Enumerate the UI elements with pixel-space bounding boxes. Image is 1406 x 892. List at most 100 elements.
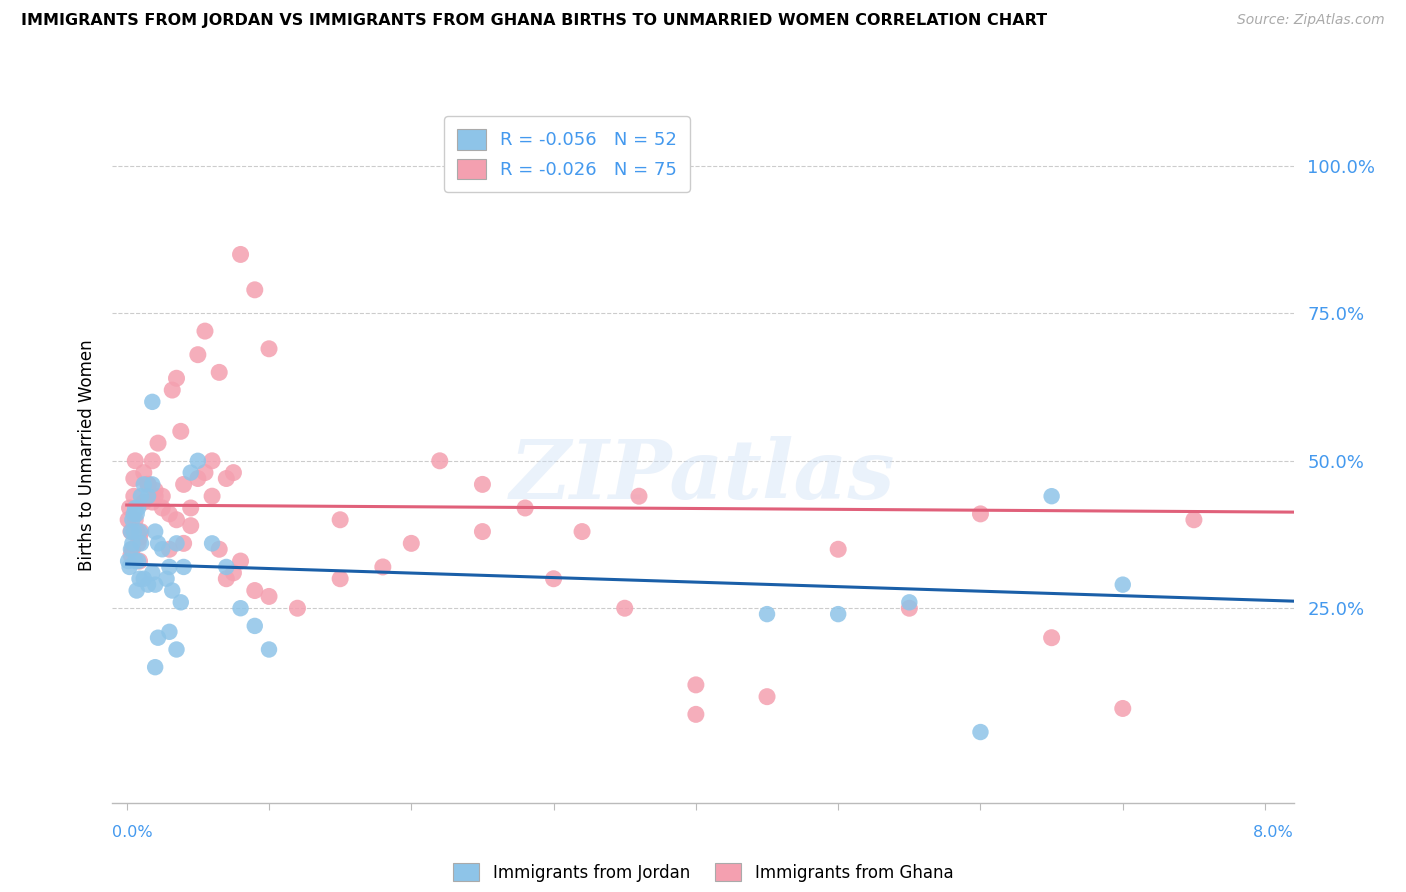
Point <box>136 577 159 591</box>
Point <box>136 477 159 491</box>
Point <box>120 548 142 562</box>
Point <box>141 395 163 409</box>
Point <box>756 607 779 621</box>
Point <box>1112 577 1135 591</box>
Point <box>150 489 173 503</box>
Point <box>243 283 266 297</box>
Point <box>166 371 188 385</box>
Point <box>132 495 155 509</box>
Text: Source: ZipAtlas.com: Source: ZipAtlas.com <box>1237 13 1385 28</box>
Point <box>627 489 650 503</box>
Point <box>125 507 148 521</box>
Point <box>128 554 150 568</box>
Point <box>229 601 252 615</box>
Point <box>187 348 209 362</box>
Point <box>194 466 217 480</box>
Text: ZIPatlas: ZIPatlas <box>510 436 896 516</box>
Point <box>371 560 394 574</box>
Point <box>173 536 195 550</box>
Point <box>124 513 146 527</box>
Point <box>122 507 145 521</box>
Point <box>128 572 150 586</box>
Point <box>685 707 707 722</box>
Point <box>128 531 150 545</box>
Point <box>124 454 146 468</box>
Point <box>187 471 209 485</box>
Point <box>329 572 352 586</box>
Point <box>124 554 146 568</box>
Point <box>471 477 494 491</box>
Point <box>124 500 146 515</box>
Point <box>1182 513 1205 527</box>
Legend: Immigrants from Jordan, Immigrants from Ghana: Immigrants from Jordan, Immigrants from … <box>446 856 960 888</box>
Point <box>143 489 166 503</box>
Point <box>243 583 266 598</box>
Point <box>157 542 180 557</box>
Point <box>121 513 143 527</box>
Point <box>243 619 266 633</box>
Point <box>166 536 188 550</box>
Point <box>571 524 593 539</box>
Point <box>187 454 209 468</box>
Point <box>201 536 224 550</box>
Point <box>166 642 188 657</box>
Point <box>141 566 163 580</box>
Point <box>969 507 991 521</box>
Point <box>118 500 141 515</box>
Point <box>150 542 173 557</box>
Point <box>208 542 231 557</box>
Point <box>127 554 149 568</box>
Point <box>401 536 423 550</box>
Point <box>208 365 231 379</box>
Point <box>180 466 202 480</box>
Point <box>117 513 139 527</box>
Point <box>229 554 252 568</box>
Point <box>215 560 238 574</box>
Point <box>118 560 141 574</box>
Point <box>257 590 280 604</box>
Point <box>157 624 180 639</box>
Point <box>132 477 155 491</box>
Point <box>143 524 166 539</box>
Point <box>329 513 352 527</box>
Point <box>143 483 166 498</box>
Point <box>136 489 159 503</box>
Point <box>201 489 224 503</box>
Point <box>685 678 707 692</box>
Text: 8.0%: 8.0% <box>1253 825 1294 840</box>
Point <box>128 524 150 539</box>
Point <box>146 631 169 645</box>
Point <box>157 560 180 574</box>
Point <box>120 524 142 539</box>
Point <box>136 477 159 491</box>
Point <box>173 560 195 574</box>
Point <box>827 542 849 557</box>
Point <box>543 572 565 586</box>
Point <box>122 489 145 503</box>
Point <box>471 524 494 539</box>
Point <box>127 536 149 550</box>
Point <box>122 471 145 485</box>
Point <box>157 507 180 521</box>
Point <box>222 566 245 580</box>
Point <box>201 454 224 468</box>
Point <box>127 500 149 515</box>
Point <box>222 466 245 480</box>
Point <box>143 660 166 674</box>
Point <box>429 454 451 468</box>
Point <box>613 601 636 615</box>
Point <box>122 524 145 539</box>
Point <box>162 383 184 397</box>
Point <box>141 477 163 491</box>
Point <box>162 583 184 598</box>
Point <box>513 500 536 515</box>
Point <box>898 601 921 615</box>
Point <box>215 471 238 485</box>
Point <box>150 500 173 515</box>
Point <box>257 342 280 356</box>
Point <box>969 725 991 739</box>
Point <box>125 524 148 539</box>
Point <box>756 690 779 704</box>
Point <box>898 595 921 609</box>
Point <box>125 583 148 598</box>
